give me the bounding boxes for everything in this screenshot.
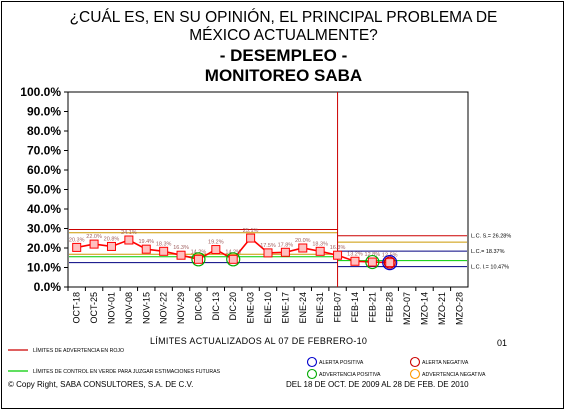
x-tick-label: OCT-25 bbox=[89, 292, 99, 324]
x-tick-label: MZO-28 bbox=[454, 292, 464, 325]
legend-positive-alert-label: ALERTA POSITIVA bbox=[319, 360, 364, 366]
x-tick-label: NOV-08 bbox=[124, 292, 134, 324]
data-label: 18.3% bbox=[156, 241, 172, 247]
data-label: 13.2% bbox=[347, 251, 363, 257]
data-label: 19.2% bbox=[208, 240, 224, 246]
marker-positive-alert bbox=[382, 255, 398, 271]
marker-positive-warning bbox=[365, 254, 380, 270]
data-point bbox=[124, 235, 134, 245]
subtitle-line-2: MONITOREO SABA bbox=[204, 66, 363, 85]
data-label: 22.0% bbox=[86, 234, 102, 240]
legend-negative-alert-label: ALERTA NEGATIVA bbox=[422, 360, 469, 366]
x-tick-label: FEB-07 bbox=[333, 292, 343, 323]
limit-label: L.C. I.= 10.47% bbox=[471, 265, 509, 271]
x-tick-label: ENE-10 bbox=[263, 292, 273, 324]
data-point bbox=[89, 239, 99, 249]
x-tick-label: FEB-14 bbox=[350, 292, 360, 323]
x-tick-label: NOV-22 bbox=[159, 292, 169, 324]
marker-positive-warning bbox=[226, 252, 241, 267]
x-tick-label: DIC-06 bbox=[193, 292, 203, 321]
copyright: © Copy Right, SABA CONSULTORES, S.A. DE … bbox=[8, 380, 194, 389]
data-point bbox=[246, 233, 256, 243]
x-tick-label: NOV-15 bbox=[141, 292, 151, 324]
limits-caption: LÍMITES ACTUALIZADOS AL 07 DE FEBRERO-10 bbox=[150, 336, 368, 346]
data-label: 16.3% bbox=[173, 245, 189, 251]
data-label: 20.0% bbox=[295, 238, 311, 244]
y-tick-label: 10.0% bbox=[27, 261, 61, 275]
data-label: 17.8% bbox=[278, 242, 294, 248]
data-point bbox=[72, 242, 82, 252]
y-tick-label: 60.0% bbox=[27, 163, 61, 177]
y-tick-label: 100.0% bbox=[20, 85, 61, 99]
data-point bbox=[367, 257, 377, 267]
data-point bbox=[159, 246, 169, 256]
y-tick-label: 80.0% bbox=[27, 124, 61, 138]
x-tick-label: OCT-18 bbox=[72, 292, 82, 324]
limit-label: L.C. S.= 26.28% bbox=[471, 234, 511, 240]
data-point bbox=[211, 245, 221, 255]
limit-label: L.C.= 18.37% bbox=[471, 249, 505, 255]
marker-positive-warning bbox=[191, 252, 206, 267]
plot-area bbox=[67, 91, 469, 288]
x-tick-label: FEB-21 bbox=[367, 292, 377, 323]
marker-negative-alert bbox=[383, 256, 396, 269]
data-point bbox=[333, 250, 343, 260]
legend-red-line-label: LÍMITES DE ADVERTENCIA EN ROJO bbox=[33, 347, 124, 354]
data-point bbox=[298, 243, 308, 253]
legend-positive-warning-icon bbox=[306, 368, 318, 380]
data-label: 17.5% bbox=[260, 243, 276, 249]
period-range: DEL 18 DE OCT. DE 2009 AL 28 DE FEB. DE … bbox=[286, 380, 469, 389]
x-tick-label: ENE-17 bbox=[280, 292, 290, 324]
data-label: 24.1% bbox=[121, 230, 137, 236]
x-tick-label: DIC-20 bbox=[228, 292, 238, 321]
x-tick-label: DIC-13 bbox=[211, 292, 221, 321]
data-label: 18.3% bbox=[312, 241, 328, 247]
data-point bbox=[193, 254, 203, 264]
data-label: 25.1% bbox=[243, 228, 259, 234]
y-tick-label: 50.0% bbox=[27, 183, 61, 197]
title-line-1: ¿CUÁL ES, EN SU OPINIÓN, EL PRINCIPAL PR… bbox=[69, 9, 498, 26]
subtitle-line-1: - DESEMPLEO - bbox=[219, 46, 348, 65]
data-point bbox=[350, 256, 360, 266]
data-point bbox=[176, 250, 186, 260]
x-tick-label: ENE-31 bbox=[315, 292, 325, 324]
x-tick-label: MZO-21 bbox=[437, 292, 447, 325]
legend-negative-warning-icon bbox=[409, 368, 421, 380]
x-tick-label: NOV-01 bbox=[106, 292, 116, 324]
x-tick-label: MZO-14 bbox=[420, 292, 430, 325]
y-tick-label: 70.0% bbox=[27, 144, 61, 158]
legend-negative-warning-label: ADVERTENCIA NEGATIVA bbox=[422, 372, 486, 378]
title-line-2: MÉXICO ACTUALMENTE? bbox=[189, 27, 378, 44]
y-tick-label: 40.0% bbox=[27, 202, 61, 216]
data-point bbox=[106, 241, 116, 251]
legend-positive-alert-icon bbox=[306, 356, 318, 368]
legend-green-line-label: LÍMITES DE CONTROL EN VERDE PARA JUZGAR … bbox=[33, 368, 221, 375]
x-tick-label: MZO-07 bbox=[402, 292, 412, 325]
data-point bbox=[315, 246, 325, 256]
data-label: 20.8% bbox=[104, 236, 120, 242]
x-tick-label: ENE-24 bbox=[298, 292, 308, 324]
y-tick-label: 0.0% bbox=[34, 280, 62, 294]
data-label: 19.4% bbox=[138, 239, 154, 245]
data-point bbox=[141, 244, 151, 254]
legend-negative-alert-icon bbox=[409, 356, 421, 368]
x-tick-label: ENE-03 bbox=[246, 292, 256, 324]
legend-positive-warning-label: ADVERTENCIA POSITIVA bbox=[319, 372, 381, 378]
data-point bbox=[228, 254, 238, 264]
data-label: 20.3% bbox=[69, 237, 85, 243]
data-point bbox=[280, 247, 290, 257]
page-number: 01 bbox=[497, 338, 508, 348]
y-tick-label: 90.0% bbox=[27, 105, 61, 119]
y-tick-label: 30.0% bbox=[27, 222, 61, 236]
y-tick-label: 20.0% bbox=[27, 241, 61, 255]
data-point bbox=[263, 248, 273, 258]
x-tick-label: NOV-29 bbox=[176, 292, 186, 324]
data-label: 16.3% bbox=[330, 245, 346, 251]
data-point bbox=[385, 258, 395, 268]
x-tick-label: FEB-28 bbox=[385, 292, 395, 323]
